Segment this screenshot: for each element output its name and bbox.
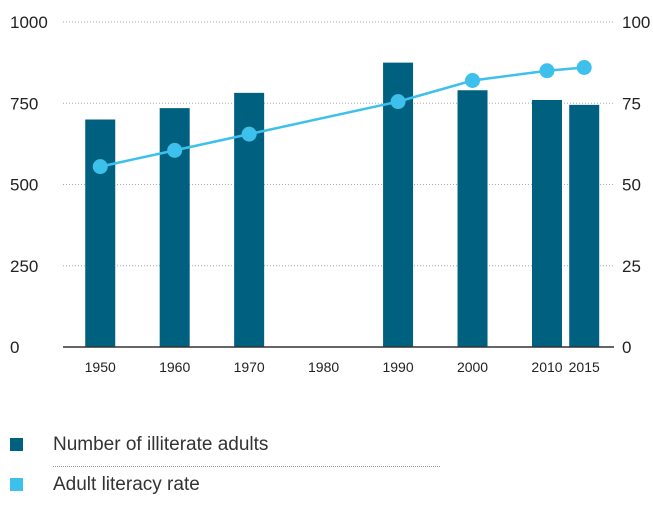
x-tick-label: 1990 — [382, 359, 413, 375]
x-tick-label: 2015 — [569, 359, 600, 375]
y-left-tick-label: 1000 — [10, 13, 48, 32]
literacy-rate-point — [390, 94, 406, 110]
x-tick-label: 2000 — [457, 359, 488, 375]
literacy-rate-point — [167, 142, 183, 158]
x-tick-label: 1960 — [159, 359, 190, 375]
y-right-tick-label: 25 — [622, 257, 641, 276]
x-tick-label: 1950 — [85, 359, 116, 375]
y-axis-left: 0 250 500 750 1000 — [10, 13, 48, 357]
legend-label-illiterate-adults: Number of illiterate adults — [53, 434, 269, 455]
x-tick-label: 2010 — [531, 359, 562, 375]
bar — [383, 62, 414, 347]
literacy-rate-point — [241, 126, 257, 142]
legend-divider — [53, 466, 440, 467]
y-left-tick-label: 0 — [10, 338, 19, 357]
literacy-rate-point — [539, 63, 555, 79]
x-axis: 1950 1960 1970 1980 1990 2000 2010 2015 — [63, 346, 614, 375]
legend-swatch-literacy-rate — [10, 478, 23, 491]
literacy-rate-point — [465, 73, 481, 88]
bar — [85, 119, 116, 347]
y-axis-right: 0 25 50 75 100 — [622, 13, 650, 357]
y-left-tick-label: 250 — [10, 257, 38, 276]
bar — [457, 90, 488, 347]
y-right-tick-label: 100 — [622, 13, 650, 32]
y-left-tick-label: 500 — [10, 176, 38, 195]
bar — [569, 104, 600, 347]
bar-series — [85, 62, 600, 347]
legend-item-literacy-rate: Adult literacy rate — [10, 468, 440, 508]
line-series — [92, 60, 592, 175]
x-tick-label: 1980 — [308, 359, 339, 375]
y-right-tick-label: 50 — [622, 176, 641, 195]
literacy-rate-point — [576, 60, 592, 75]
y-left-tick-label: 750 — [10, 94, 38, 113]
legend-item-illiterate-adults: Number of illiterate adults — [10, 428, 440, 468]
gridlines — [63, 21, 614, 267]
literacy-rate-point — [92, 159, 108, 175]
bar — [531, 100, 562, 347]
x-tick-label: 1970 — [234, 359, 265, 375]
legend-swatch-illiterate-adults — [10, 438, 23, 451]
y-right-tick-label: 75 — [622, 94, 641, 113]
y-right-tick-label: 0 — [622, 338, 631, 357]
legend-label-literacy-rate: Adult literacy rate — [53, 474, 200, 495]
legend: Number of illiterate adults Adult litera… — [10, 428, 440, 508]
